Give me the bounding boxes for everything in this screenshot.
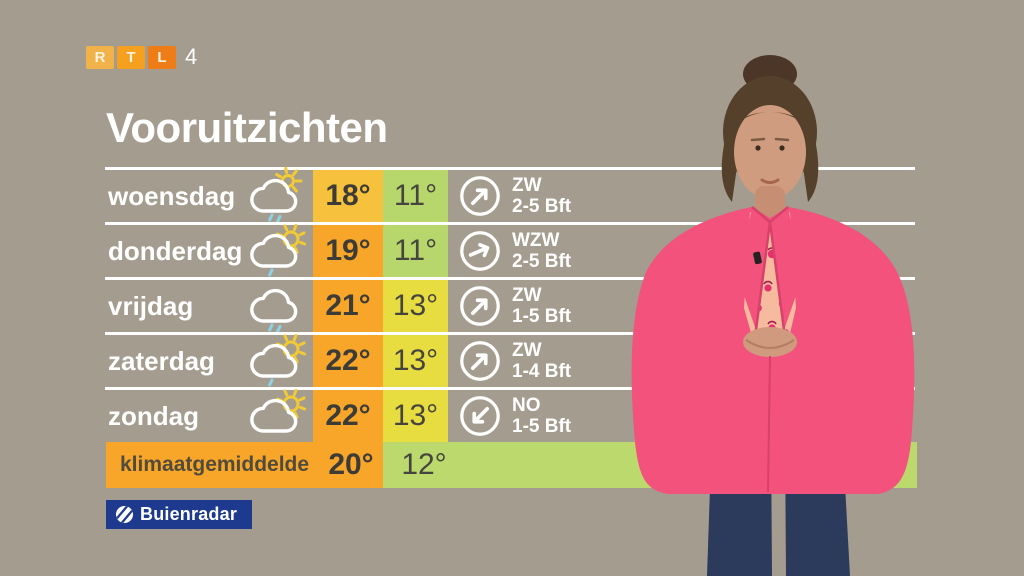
climate-average-row: klimaatgemiddelde 20° [106, 442, 383, 488]
wind-arrow-ene [457, 228, 503, 274]
day-label: vrijdag [108, 291, 194, 321]
sun-cloud-icon [243, 388, 313, 442]
forecast-row-donderdag: donderdag 19° 11° WZW 2-5 Bft [105, 222, 915, 277]
max-temp: 19° [313, 225, 383, 277]
climate-average-label: klimaatgemiddelde [120, 453, 310, 476]
forecast-row-zondag: zondag 22° 13° NO 1-5 Bft [105, 387, 915, 442]
buienradar-logo-text: Buienradar [140, 504, 238, 524]
max-temp: 22° [313, 390, 383, 442]
wind-force: 2-5 Bft [512, 251, 572, 272]
presenter-hair-bun [743, 55, 797, 93]
min-temp: 13° [383, 280, 448, 332]
wind-direction: ZW [512, 340, 542, 361]
wind-direction: ZW [512, 175, 542, 196]
cloud-rain-icon [243, 280, 313, 333]
max-temp: 22° [313, 335, 383, 387]
wind-direction: NO [512, 395, 541, 416]
sun-cloud-light-rain-icon [243, 166, 313, 223]
min-temp: 13° [383, 390, 448, 442]
wind-direction: WZW [512, 230, 560, 251]
forecast-row-zaterdag: zaterdag 22° 13° ZW 1-4 Bft [105, 332, 915, 387]
wind-arrow-ne [457, 173, 503, 219]
wind-force: 1-5 Bft [512, 416, 572, 437]
min-temp: 11° [383, 225, 448, 277]
buienradar-logo: Buienradar [106, 500, 252, 529]
day-label: zaterdag [108, 346, 215, 376]
rtl-logo-letter-l: L [148, 45, 176, 69]
sun-cloud-drizzle-icon [243, 223, 313, 277]
min-temp: 11° [383, 170, 448, 222]
wind-arrow-sw [457, 393, 503, 439]
wind-text: WZW 2-5 Bft [512, 230, 571, 272]
rtl-logo-letter-t: T [117, 45, 145, 69]
wind-force: 1-5 Bft [512, 306, 572, 327]
wind-arrow-ne [457, 338, 503, 384]
wind-direction: ZW [512, 285, 542, 306]
wind-text: ZW 1-4 Bft [512, 340, 571, 382]
day-label: donderdag [108, 236, 243, 266]
day-label: zondag [108, 401, 199, 431]
rtl-logo-number: 4 [185, 44, 198, 69]
min-temp: 13° [383, 335, 448, 387]
sun-cloud-drizzle-icon [243, 333, 313, 387]
wind-force: 1-4 Bft [512, 361, 572, 382]
day-label: woensdag [108, 181, 236, 211]
wind-text: NO 1-5 Bft [512, 395, 571, 437]
climate-min-temp: 12° [401, 448, 447, 481]
max-temp: 21° [313, 280, 383, 332]
climate-average-min-band: 12° [383, 442, 917, 488]
rtl-logo-letter-r: R [86, 45, 114, 69]
climate-max-temp: 20° [328, 448, 374, 481]
rtl4-channel-logo: R T L 4 [86, 44, 197, 70]
wind-arrow-ne [457, 283, 503, 329]
page-title: Vooruitzichten [106, 104, 388, 151]
forecast-row-vrijdag: vrijdag 21° 13° ZW 1-5 Bft [105, 277, 915, 333]
wind-text: ZW 1-5 Bft [512, 285, 571, 327]
wind-force: 2-5 Bft [512, 196, 572, 217]
forecast-table: woensdag 18° 11° ZW 2-5 Bft donderdag 19° 11° … [105, 166, 915, 442]
wind-text: ZW 2-5 Bft [512, 175, 571, 217]
max-temp: 18° [313, 170, 383, 222]
forecast-row-woensdag: woensdag 18° 11° ZW 2-5 Bft [105, 166, 915, 223]
buienradar-radar-icon [115, 505, 134, 524]
